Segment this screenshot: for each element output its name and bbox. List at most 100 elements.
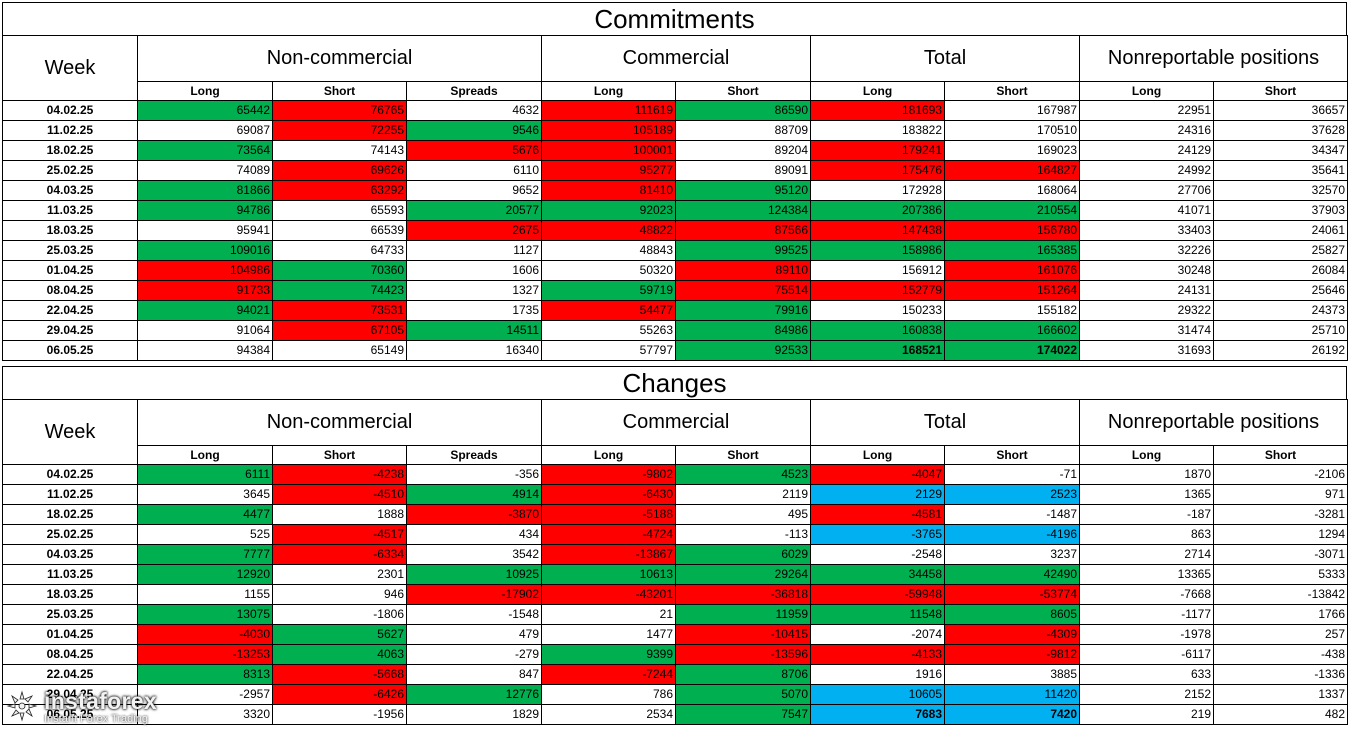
- value-cell: 2534: [541, 704, 677, 725]
- table-row: 11.02.25 3645 -4510 4914 -6430 2119 2129 2523 13…: [2, 484, 1349, 505]
- value-cell: 48843: [541, 240, 677, 261]
- value-cell: 168064: [944, 180, 1081, 201]
- value-cell: 79916: [675, 300, 812, 321]
- value-cell: 11420: [944, 684, 1081, 705]
- week-cell: 18.02.25: [2, 504, 138, 525]
- col-header: Long: [137, 445, 273, 465]
- value-cell: 1916: [810, 664, 946, 685]
- value-cell: 74143: [272, 140, 407, 161]
- value-cell: 863: [1079, 524, 1215, 545]
- value-cell: -1177: [1079, 604, 1215, 625]
- value-cell: 29322: [1079, 300, 1215, 321]
- col-header: Long: [1079, 445, 1215, 465]
- week-cell: 08.04.25: [2, 644, 138, 665]
- value-cell: 12920: [137, 564, 273, 585]
- value-cell: -13842: [1213, 584, 1349, 605]
- table-row: 01.04.25 104986 70360 1606 50320 89110 156912 1…: [2, 260, 1349, 281]
- value-cell: 21: [541, 604, 677, 625]
- value-cell: -4724: [541, 524, 677, 545]
- week-cell: 22.04.25: [2, 664, 138, 685]
- value-cell: 210554: [944, 200, 1081, 221]
- value-cell: -1487: [944, 504, 1081, 525]
- value-cell: 33403: [1079, 220, 1215, 241]
- value-cell: 8313: [137, 664, 273, 685]
- value-cell: 165385: [944, 240, 1081, 261]
- value-cell: 5676: [405, 140, 543, 161]
- value-cell: 22951: [1079, 100, 1215, 121]
- table-row: 11.03.25 94786 65593 20577 92023 124384 207386…: [2, 200, 1349, 221]
- value-cell: 183822: [810, 120, 946, 141]
- value-cell: 24316: [1079, 120, 1215, 141]
- value-cell: -9812: [944, 644, 1081, 665]
- value-cell: 91064: [137, 320, 273, 341]
- value-cell: 2714: [1079, 544, 1215, 565]
- value-cell: 81410: [541, 180, 677, 201]
- value-cell: -7668: [1079, 584, 1215, 605]
- value-cell: 6110: [405, 160, 543, 181]
- group-header-nonreportable: Nonreportable positions: [1079, 35, 1349, 82]
- value-cell: 207386: [810, 200, 946, 221]
- value-cell: 3645: [137, 484, 273, 505]
- value-cell: -13596: [675, 644, 812, 665]
- value-cell: 3320: [137, 704, 273, 725]
- week-cell: 18.03.25: [2, 584, 138, 605]
- value-cell: -4047: [810, 464, 946, 485]
- value-cell: 4632: [405, 100, 543, 121]
- value-cell: 12776: [405, 684, 543, 705]
- value-cell: -187: [1079, 504, 1215, 525]
- value-cell: -3281: [1213, 504, 1349, 525]
- value-cell: -59948: [810, 584, 946, 605]
- value-cell: 48822: [541, 220, 677, 241]
- value-cell: 32226: [1079, 240, 1215, 261]
- table-row: 06.05.25 3320 -1956 1829 2534 7547 7683 7420 219…: [2, 704, 1349, 725]
- value-cell: -3765: [810, 524, 946, 545]
- value-cell: 99525: [675, 240, 812, 261]
- value-cell: 434: [405, 524, 543, 545]
- value-cell: 8706: [675, 664, 812, 685]
- value-cell: 42490: [944, 564, 1081, 585]
- value-cell: 66539: [272, 220, 407, 241]
- value-cell: 7547: [675, 704, 812, 725]
- value-cell: 104986: [137, 260, 273, 281]
- value-cell: -4196: [944, 524, 1081, 545]
- table-row: 04.03.25 7777 -6334 3542 -13867 6029 -2548 3237…: [2, 544, 1349, 565]
- week-cell: 11.03.25: [2, 564, 138, 585]
- week-cell: 01.04.25: [2, 624, 138, 645]
- table-row: 22.04.25 8313 -5668 847 -7244 8706 1916 3885 633…: [2, 664, 1349, 685]
- value-cell: 7777: [137, 544, 273, 565]
- table-row: 22.04.25 94021 73531 1735 54477 79916 150233 15…: [2, 300, 1349, 321]
- value-cell: 24061: [1213, 220, 1349, 241]
- value-cell: 50320: [541, 260, 677, 281]
- value-cell: 32570: [1213, 180, 1349, 201]
- week-cell: 25.03.25: [2, 604, 138, 625]
- value-cell: 2129: [810, 484, 946, 505]
- value-cell: -13867: [541, 544, 677, 565]
- group-header-total: Total: [810, 35, 1081, 82]
- table-row: 11.02.25 69087 72255 9546 105189 88709 183822 1…: [2, 120, 1349, 141]
- value-cell: -4309: [944, 624, 1081, 645]
- value-cell: 158986: [810, 240, 946, 261]
- value-cell: 257: [1213, 624, 1349, 645]
- value-cell: 124384: [675, 200, 812, 221]
- value-cell: 24129: [1079, 140, 1215, 161]
- value-cell: 36657: [1213, 100, 1349, 121]
- value-cell: 73564: [137, 140, 273, 161]
- col-header: Long: [137, 81, 273, 101]
- value-cell: 169023: [944, 140, 1081, 161]
- table-row: 04.02.25 6111 -4238 -356 -9802 4523 -4047 -71 18…: [2, 464, 1349, 485]
- value-cell: 1337: [1213, 684, 1349, 705]
- value-cell: 156912: [810, 260, 946, 281]
- value-cell: 70360: [272, 260, 407, 281]
- value-cell: 86590: [675, 100, 812, 121]
- table-row: 18.02.25 4477 1888 -3870 -5188 495 -4581 -1487-…: [2, 504, 1349, 525]
- week-cell: 04.02.25: [2, 464, 138, 485]
- col-header: Long: [1079, 81, 1215, 101]
- value-cell: 167987: [944, 100, 1081, 121]
- value-cell: 29264: [675, 564, 812, 585]
- value-cell: 2675: [405, 220, 543, 241]
- col-header: Long: [810, 445, 946, 465]
- value-cell: 25646: [1213, 280, 1349, 301]
- value-cell: 11959: [675, 604, 812, 625]
- value-cell: 4523: [675, 464, 812, 485]
